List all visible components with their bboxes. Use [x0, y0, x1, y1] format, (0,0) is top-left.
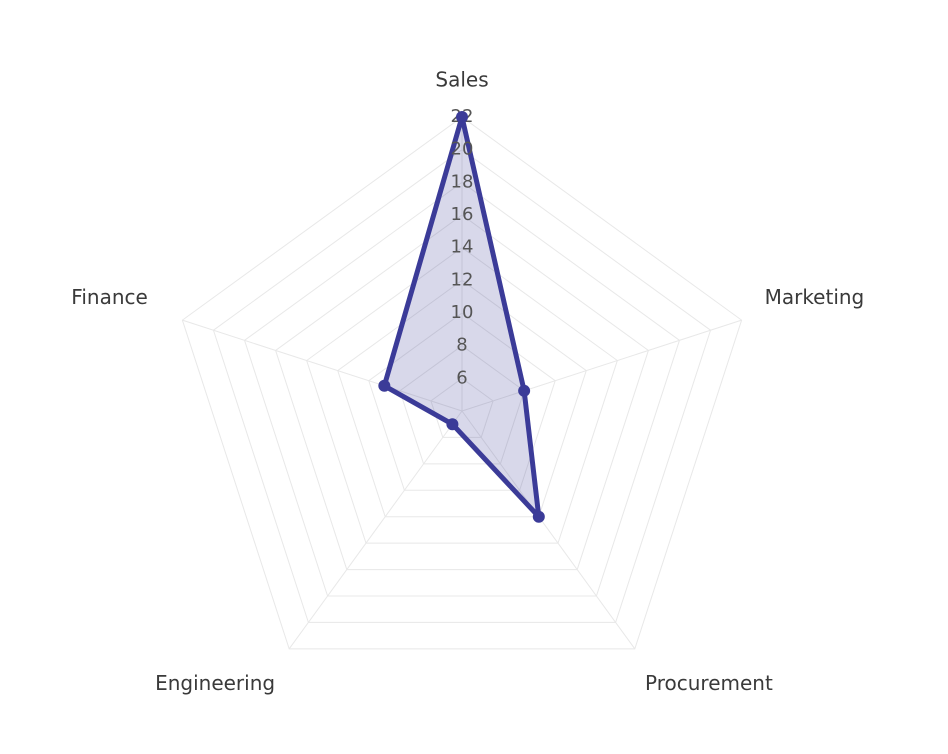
- grid-ring: [212, 149, 712, 623]
- grid-spoke: [461, 410, 636, 650]
- point: [456, 111, 468, 123]
- category-label: Finance: [71, 285, 148, 309]
- point: [378, 379, 391, 392]
- category-label: Sales: [435, 68, 488, 92]
- point: [518, 384, 531, 397]
- grid-ring: [399, 345, 525, 465]
- r-tick-label: 14: [451, 237, 474, 258]
- grid-ring: [275, 214, 649, 571]
- series-area: [381, 114, 542, 520]
- r-tick-label: 16: [451, 204, 474, 225]
- category-label: Procurement: [645, 671, 773, 695]
- category-label: Marketing: [765, 285, 865, 309]
- grid-spoke: [288, 410, 463, 650]
- grid-ring: [337, 279, 587, 518]
- r-tick-label: 8: [456, 335, 467, 356]
- point: [532, 510, 545, 523]
- r-tick-label: 18: [451, 171, 474, 192]
- grid-ring: [368, 312, 556, 491]
- grid-spoke: [461, 319, 742, 412]
- point: [446, 418, 459, 431]
- r-tick-label: 12: [451, 269, 474, 290]
- r-tick-label: 6: [456, 367, 467, 388]
- grid-spoke: [182, 319, 463, 412]
- grid-ring: [243, 181, 681, 597]
- r-tick-label: 10: [451, 302, 474, 323]
- grid-ring: [306, 247, 618, 544]
- r-tick-label: 20: [451, 139, 474, 160]
- category-label: Engineering: [155, 671, 275, 695]
- grid-ring: [181, 116, 743, 650]
